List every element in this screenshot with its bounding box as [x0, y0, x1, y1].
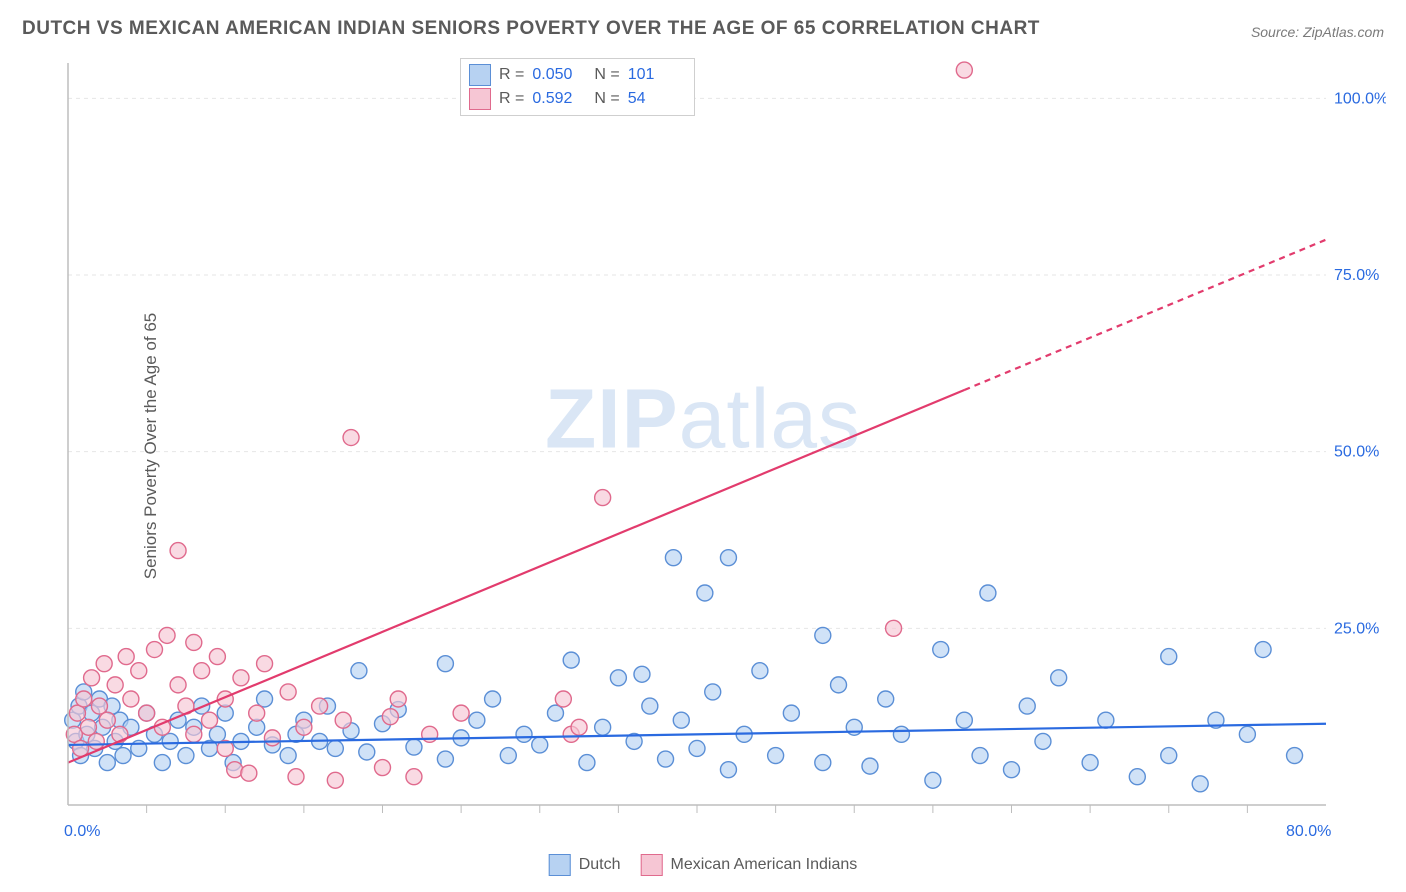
svg-text:100.0%: 100.0%	[1334, 90, 1386, 107]
legend-item-dutch: Dutch	[549, 854, 621, 876]
legend-R-value-mex: 0.592	[532, 87, 586, 111]
legend-N-value-dutch: 101	[628, 63, 682, 87]
legend-label-mex: Mexican American Indians	[671, 856, 858, 874]
legend-swatch-dutch	[469, 64, 491, 86]
legend-swatch-mex	[641, 854, 663, 876]
x-axis-max-label: 80.0%	[1286, 823, 1331, 841]
legend-stats-row-dutch: R = 0.050 N = 101	[469, 63, 682, 87]
legend-R-value-dutch: 0.050	[532, 63, 586, 87]
legend-swatch-dutch	[549, 854, 571, 876]
legend-R-label: R =	[499, 87, 524, 111]
legend-N-label: N =	[594, 87, 619, 111]
svg-text:25.0%: 25.0%	[1334, 620, 1379, 637]
legend-stats-row-mex: R = 0.592 N = 54	[469, 87, 682, 111]
x-axis-min-label: 0.0%	[64, 823, 100, 841]
legend-stats: R = 0.050 N = 101 R = 0.592 N = 54	[460, 58, 695, 116]
legend-swatch-mex	[469, 88, 491, 110]
legend-N-label: N =	[594, 63, 619, 87]
source-attribution: Source: ZipAtlas.com	[1251, 24, 1384, 40]
chart-title: DUTCH VS MEXICAN AMERICAN INDIAN SENIORS…	[22, 18, 1040, 40]
svg-text:75.0%: 75.0%	[1334, 267, 1379, 284]
legend-label-dutch: Dutch	[579, 856, 621, 874]
svg-text:50.0%: 50.0%	[1334, 444, 1379, 461]
legend-item-mex: Mexican American Indians	[641, 854, 858, 876]
legend-N-value-mex: 54	[628, 87, 682, 111]
legend-series: Dutch Mexican American Indians	[549, 854, 858, 876]
scatter-plot: 25.0% 50.0% 75.0% 100.0%	[50, 55, 1386, 875]
legend-R-label: R =	[499, 63, 524, 87]
